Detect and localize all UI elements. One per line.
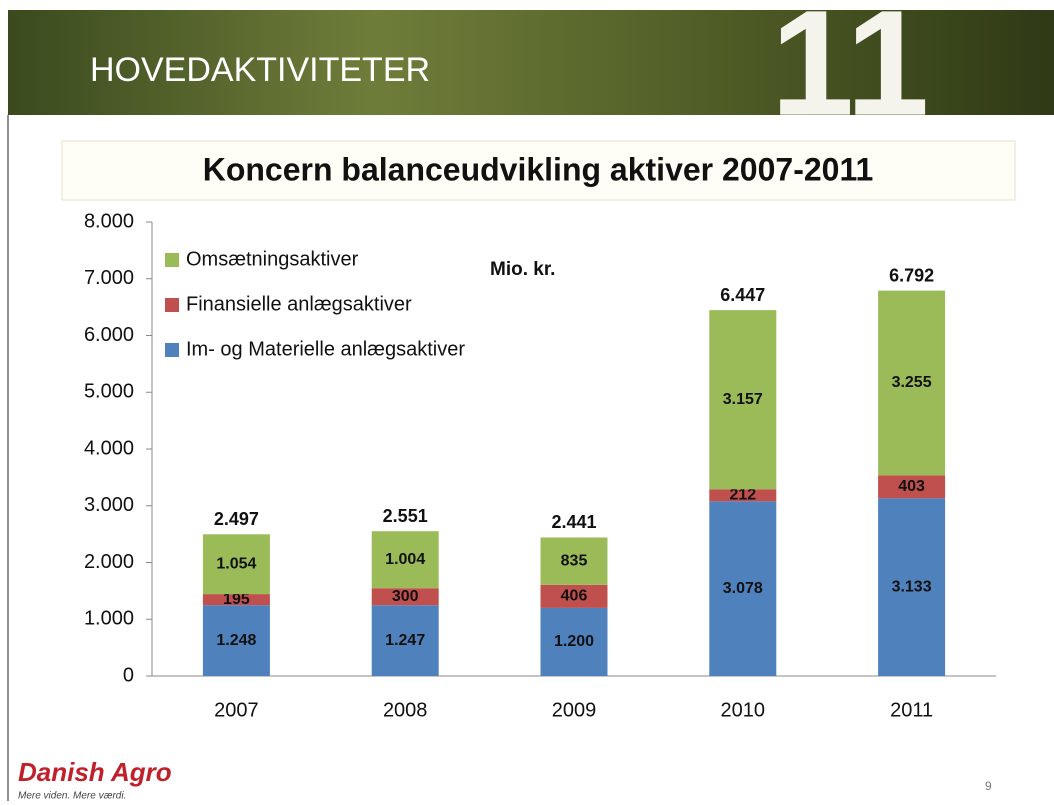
data-label: 212 — [729, 487, 756, 504]
legend-label: Finansielle anlægsaktiver — [186, 293, 412, 315]
data-label: 3.133 — [892, 578, 932, 595]
bar-segment — [371, 588, 439, 606]
data-label: 1.054 — [216, 555, 256, 572]
annotation: Mio. kr. — [490, 259, 555, 280]
y-tick-label: 2.000 — [84, 551, 134, 573]
tagline: Mere viden. Mere værdi. — [18, 791, 126, 801]
y-tick-label: 4.000 — [84, 437, 134, 459]
data-label: 1.004 — [385, 551, 425, 568]
bar-segment — [709, 489, 777, 502]
data-label: 3.255 — [892, 374, 932, 391]
bar-segment — [709, 501, 777, 676]
data-label: 3.078 — [723, 580, 763, 597]
legend-label: Im- og Materielle anlægsaktiver — [186, 338, 465, 360]
total-label: 2.497 — [214, 509, 259, 529]
legend-swatch — [165, 298, 179, 312]
bar-segment — [540, 584, 608, 608]
data-label: 300 — [392, 588, 419, 605]
legend-swatch — [165, 343, 179, 357]
y-tick-label: 1.000 — [84, 608, 134, 630]
data-label: 403 — [898, 478, 925, 495]
page-number: 9 — [985, 779, 992, 793]
bar-segment — [878, 475, 946, 499]
bar-segment — [540, 607, 608, 676]
bar-segment — [709, 310, 777, 490]
title-box — [61, 140, 1016, 201]
data-label: 1.247 — [385, 632, 425, 649]
chart-title: Koncern balanceudvikling aktiver 2007-20… — [203, 151, 874, 187]
bar-segment — [202, 594, 270, 606]
data-label: 835 — [561, 552, 588, 569]
legend-swatch — [165, 253, 179, 267]
x-tick-label: 2007 — [214, 699, 259, 721]
data-label: 3.157 — [723, 391, 763, 408]
bar-segment — [371, 531, 439, 589]
header-title: HOVEDAKTIVITETER — [90, 51, 430, 89]
bar-segment — [878, 290, 946, 476]
y-tick-label: 3.000 — [84, 494, 134, 516]
y-tick-label: 6.000 — [84, 324, 134, 346]
data-label: 406 — [561, 588, 588, 605]
bar-segment — [878, 498, 946, 676]
logo: Danish Agro — [18, 757, 172, 787]
x-tick-label: 2009 — [552, 699, 597, 721]
y-tick-label: 5.000 — [84, 381, 134, 403]
data-label: 1.248 — [216, 632, 256, 649]
bar-segment — [202, 534, 270, 595]
header-banner — [8, 10, 1054, 115]
y-tick-label: 8.000 — [84, 210, 134, 232]
bar-segment — [540, 537, 608, 585]
x-tick-label: 2010 — [721, 699, 766, 721]
x-tick-label: 2008 — [383, 699, 428, 721]
bar-segment — [202, 605, 270, 676]
header-number: 11 — [771, 0, 930, 147]
data-label: 1.200 — [554, 633, 594, 650]
total-label: 6.792 — [889, 265, 934, 285]
total-label: 2.441 — [551, 512, 596, 532]
legend-label: Omsætningsaktiver — [186, 248, 359, 270]
y-tick-label: 0 — [123, 664, 134, 686]
y-tick-label: 7.000 — [84, 267, 134, 289]
bar-segment — [371, 605, 439, 676]
total-label: 2.551 — [383, 506, 428, 526]
total-label: 6.447 — [720, 285, 765, 305]
x-tick-label: 2011 — [890, 699, 933, 721]
data-label: 195 — [223, 591, 250, 608]
